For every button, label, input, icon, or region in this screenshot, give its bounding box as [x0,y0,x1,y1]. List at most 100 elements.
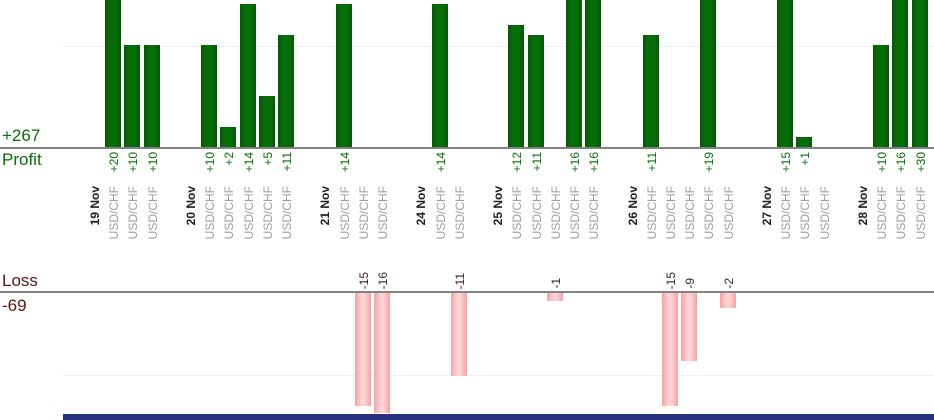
profit-bar [796,137,813,147]
date-label: 20 Nov [184,186,198,226]
date-label: 24 Nov [414,186,429,226]
loss-axis-line [0,291,934,293]
date-label: 25 Nov [491,186,506,226]
profit-bar [143,45,160,147]
instrument-label: USD/CHF [779,186,794,240]
profit-bar [508,25,525,147]
profit-bar [278,35,294,147]
profit-bar [258,96,275,147]
date-label: 21 Nov [318,186,333,226]
profit-value-label: +19 [702,152,717,173]
profit-value-label: +15 [779,152,794,173]
date-label: 28 Nov [856,186,870,226]
profit-gridline [63,46,934,47]
profit-bar [431,4,448,147]
instrument-label: USD/CHF [126,186,141,240]
instrument-label: USD/CHF [721,186,736,240]
profit-bar [585,0,602,147]
date-label: 26 Nov [625,186,640,226]
loss-bar [374,293,390,413]
profit-total: +267 [2,126,41,145]
instrument-label: USD/CHF [587,186,602,240]
profit-value-label: +11 [280,152,294,172]
loss-total: -69 [2,296,27,315]
instrument-label: USD/CHF [241,186,256,240]
profit-bar [892,0,909,147]
loss-value-label: -9 [683,278,698,289]
profit-value-label: +2 [222,152,237,166]
profit-value-label: +5 [260,152,275,166]
loss-gridline [63,375,934,376]
profit-bar [105,0,122,147]
loss-value-label: -15 [356,271,371,289]
instrument-label: USD/CHF [203,186,218,240]
profit-value-label: +10 [875,152,890,173]
profit-value-label: +12 [510,152,525,173]
profit-value-label: +10 [145,152,160,173]
loss-value-label: -2 [721,278,736,289]
profit-bar [700,0,717,147]
instrument-label: USD/CHF [913,186,928,240]
instrument-label: USD/CHF [894,186,909,240]
profit-value-label: +14 [433,152,448,173]
profit-axis-line [0,147,934,149]
loss-value-label: -1 [548,278,563,289]
profit-bar [873,45,890,147]
instrument-label: USD/CHF [145,186,160,240]
instrument-label: USD/CHF [568,186,582,240]
instrument-label: USD/CHF [260,186,275,240]
profit-value-label: +14 [241,152,256,173]
profit-value-label: +30 [913,152,928,173]
profit-bar [220,127,237,147]
instrument-label: USD/CHF [664,186,678,240]
profit-value-label: +10 [126,152,141,173]
profit-value-label: +10 [203,152,218,173]
profit-bar [527,35,544,147]
profit-value-label: +16 [894,152,909,173]
instrument-label: USD/CHF [280,186,294,240]
profit-value-label: +1 [798,152,813,166]
instrument-label: USD/CHF [452,186,467,240]
instrument-label: USD/CHF [337,186,352,240]
instrument-label: USD/CHF [376,186,390,240]
instrument-label: USD/CHF [644,186,659,240]
instrument-label: USD/CHF [529,186,544,240]
profit-axis-label: Profit [2,150,42,169]
date-label: 19 Nov [88,186,102,226]
instrument-label: USD/CHF [702,186,717,240]
profit-bar [911,0,928,147]
instrument-label: USD/CHF [510,186,525,240]
profit-value-label: +11 [644,152,659,172]
profit-value-label: +20 [107,152,122,173]
profit-bar [642,35,659,147]
loss-bar [354,293,371,406]
profit-value-label: +11 [529,152,544,172]
profit-value-label: +16 [587,152,602,173]
profit-bar [566,0,582,147]
loss-value-label: -11 [452,272,467,289]
instrument-label: USD/CHF [356,186,371,240]
instrument-label: USD/CHF [107,186,122,240]
loss-value-label: -16 [376,271,390,289]
date-label: 27 Nov [760,186,774,226]
instrument-label: USD/CHF [683,186,698,240]
instrument-label: USD/CHF [433,186,448,240]
loss-bar [546,293,563,301]
profit-bar [201,45,218,147]
profit-value-label: +14 [337,152,352,173]
loss-bar [450,293,467,376]
profit-bar [124,45,141,147]
profit-bar [777,0,794,147]
loss-value-label: -15 [664,271,678,289]
instrument-label: USD/CHF [222,186,237,240]
loss-axis-label: Loss [2,271,38,290]
instrument-label: USD/CHF [817,186,832,240]
loss-bar [719,293,736,308]
instrument-label: USD/CHF [875,186,890,240]
instrument-label: USD/CHF [548,186,563,240]
next-section-top-edge [63,414,934,420]
instrument-label: USD/CHF [798,186,813,240]
loss-bar [662,293,678,406]
profit-value-label: +16 [568,152,582,173]
